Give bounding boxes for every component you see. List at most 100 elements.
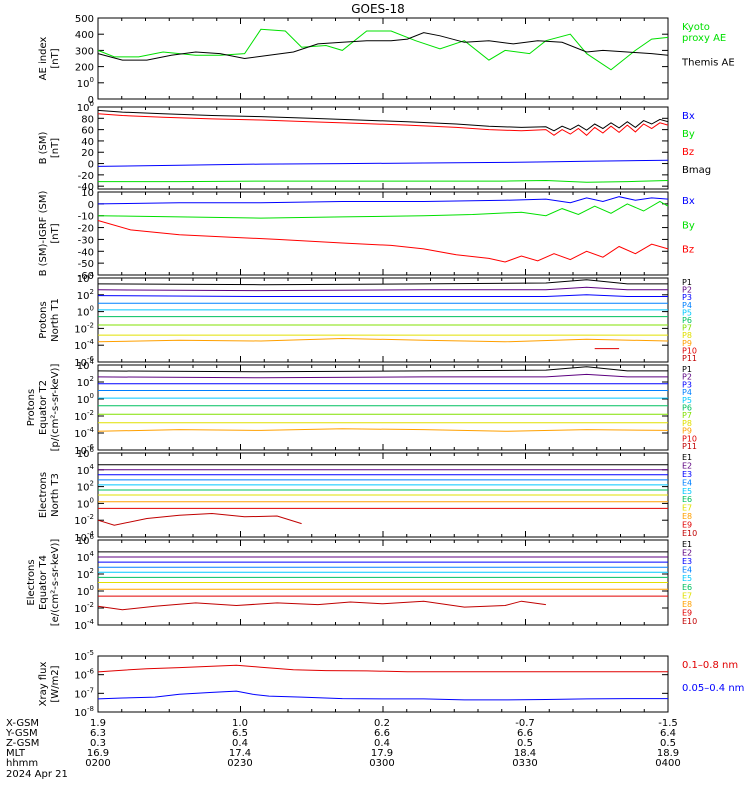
legend-label-p9: P9 xyxy=(682,339,692,348)
y-axis-label: Electrons xyxy=(26,559,37,605)
legend-label-e4: E4 xyxy=(682,478,692,487)
legend-label-e7: E7 xyxy=(682,504,692,513)
y-axis-label: B (SM)-IGRF (SM) xyxy=(38,191,49,277)
y-tick-label: 100 xyxy=(77,584,94,598)
y-tick-label: 100 xyxy=(77,76,94,90)
y-axis-label: Xray flux xyxy=(38,662,49,707)
panel-pequator: 10-6 10-4 10-2 100 102 104 Protons Equator T2 [p… xyxy=(26,358,697,457)
y-tick-label: 20 xyxy=(81,148,94,159)
y-axis-label: [nT] xyxy=(50,138,61,158)
series-line-bz xyxy=(97,220,669,263)
legend-label-by: By xyxy=(682,220,695,231)
y-tick-label: 102 xyxy=(77,567,94,581)
ephemeris-value: 6.4 xyxy=(660,728,676,739)
ephemeris-value: 18.4 xyxy=(514,748,536,759)
series-line-by xyxy=(98,179,669,183)
y-tick-label: 400 xyxy=(75,30,94,41)
legend-label-e3: E3 xyxy=(682,557,692,566)
panel-frame xyxy=(97,655,669,713)
y-tick-label: 100 xyxy=(77,496,94,510)
legend-label-e6: E6 xyxy=(682,495,692,504)
y-tick-label: 10-4 xyxy=(74,426,94,440)
legend-label-p11: P11 xyxy=(682,354,697,363)
y-tick-label: 10-2 xyxy=(74,321,94,335)
ephemeris-label-z-gsm: Z-GSM xyxy=(6,738,39,749)
series-line-p2 xyxy=(97,373,668,379)
legend-label-e2: E2 xyxy=(682,549,692,558)
legend-label-p1: P1 xyxy=(682,278,692,287)
y-tick-label: 106 xyxy=(77,533,95,547)
y-tick-label: -30 xyxy=(78,235,94,246)
y-tick-label: 0 xyxy=(88,95,94,106)
ephemeris-value: 0230 xyxy=(227,758,252,769)
y-axis-label: [W/m2] xyxy=(50,665,61,702)
ephemeris-value: 16.9 xyxy=(87,748,109,759)
y-tick-label: -60 xyxy=(78,271,94,282)
ephemeris-value: 1.9 xyxy=(90,718,106,729)
ephemeris-value: 0.3 xyxy=(90,738,106,749)
ephemeris-value: 18.9 xyxy=(657,748,679,759)
y-axis-label: Equator T2 xyxy=(38,380,49,435)
panel-frame xyxy=(97,191,669,276)
series-line-p9 xyxy=(97,428,669,432)
legend-label-p8: P8 xyxy=(682,419,692,428)
legend-label-p7: P7 xyxy=(682,324,692,333)
y-tick-label: -40 xyxy=(78,247,94,258)
y-tick-label: 300 xyxy=(75,46,94,57)
legend-label-p5: P5 xyxy=(682,308,692,317)
legend-label-e7: E7 xyxy=(682,591,692,600)
y-tick-label: 60 xyxy=(81,126,94,137)
ephemeris-value: 0400 xyxy=(655,758,680,769)
y-tick-label: 104 xyxy=(77,271,95,285)
y-axis-label: Equator T4 xyxy=(38,555,49,610)
y-tick-label: 10-2 xyxy=(74,601,94,615)
ephemeris-value: 6.6 xyxy=(517,728,533,739)
series-line-0-1-0-8-nm xyxy=(97,664,668,673)
y-tick-label: 100 xyxy=(77,305,94,319)
legend-label-p11: P11 xyxy=(682,442,697,451)
legend-label-bz: Bz xyxy=(682,147,694,158)
y-axis-label: North T3 xyxy=(50,473,61,517)
panel-xray: 10-8 10-7 10-6 10-5 Xray flux [W/m2] 0.1–0.8 n… xyxy=(38,649,744,719)
ephemeris-value: 0300 xyxy=(369,758,394,769)
ephemeris-value: 0200 xyxy=(85,758,110,769)
y-tick-label: 10-6 xyxy=(74,443,94,457)
series-line-themis-ae xyxy=(97,32,669,61)
legend-label-e9: E9 xyxy=(682,521,692,530)
legend-label-p9: P9 xyxy=(682,427,692,436)
legend-label-p4: P4 xyxy=(682,301,692,310)
legend-label-bx: Bx xyxy=(682,111,695,122)
legend-label-e1: E1 xyxy=(682,453,692,462)
ephemeris-value: -0.7 xyxy=(515,718,535,729)
legend-label-bx: Bx xyxy=(682,196,695,207)
ephemeris-value: 0.5 xyxy=(660,738,676,749)
y-tick-label: 104 xyxy=(77,550,95,564)
legend-label-p5: P5 xyxy=(682,396,692,405)
legend-label-bz: Bz xyxy=(682,245,694,256)
series-line-e10 xyxy=(97,600,546,611)
ephemeris-value: 0.5 xyxy=(517,738,533,749)
legend-label-kyoto-proxy-ae: Kyoto xyxy=(682,22,710,33)
panel-eequator: 10-4 10-2 100 102 104 106 Electrons Equator T4[… xyxy=(26,533,697,632)
y-tick-label: 40 xyxy=(81,137,94,148)
y-tick-label: 500 xyxy=(75,14,94,25)
series-line-by xyxy=(97,200,669,219)
legend-label-p8: P8 xyxy=(682,331,692,340)
legend-label-0-05-0-4-nm: 0.05–0.4 nm xyxy=(682,683,744,694)
y-tick-label: 100 xyxy=(77,100,94,114)
legend-label-e6: E6 xyxy=(682,583,692,592)
panel-frame xyxy=(97,106,669,190)
y-axis-label: [p/(cm²-s-sr-keV)] xyxy=(50,364,61,452)
ephemeris-value: 0.4 xyxy=(232,738,248,749)
legend-label-e10: E10 xyxy=(682,617,697,626)
date-label: 2024 Apr 21 xyxy=(6,769,68,780)
legend-label-bmag: Bmag xyxy=(682,165,711,176)
y-tick-label: -20 xyxy=(78,171,94,182)
ephemeris-value: -1.5 xyxy=(658,718,678,729)
series-line-kyoto-proxy-ae xyxy=(97,28,669,71)
legend-label-p2: P2 xyxy=(682,373,692,382)
legend-label-p1: P1 xyxy=(682,365,692,374)
legend-label-e9: E9 xyxy=(682,608,692,617)
ephemeris-value: 1.0 xyxy=(232,718,248,729)
